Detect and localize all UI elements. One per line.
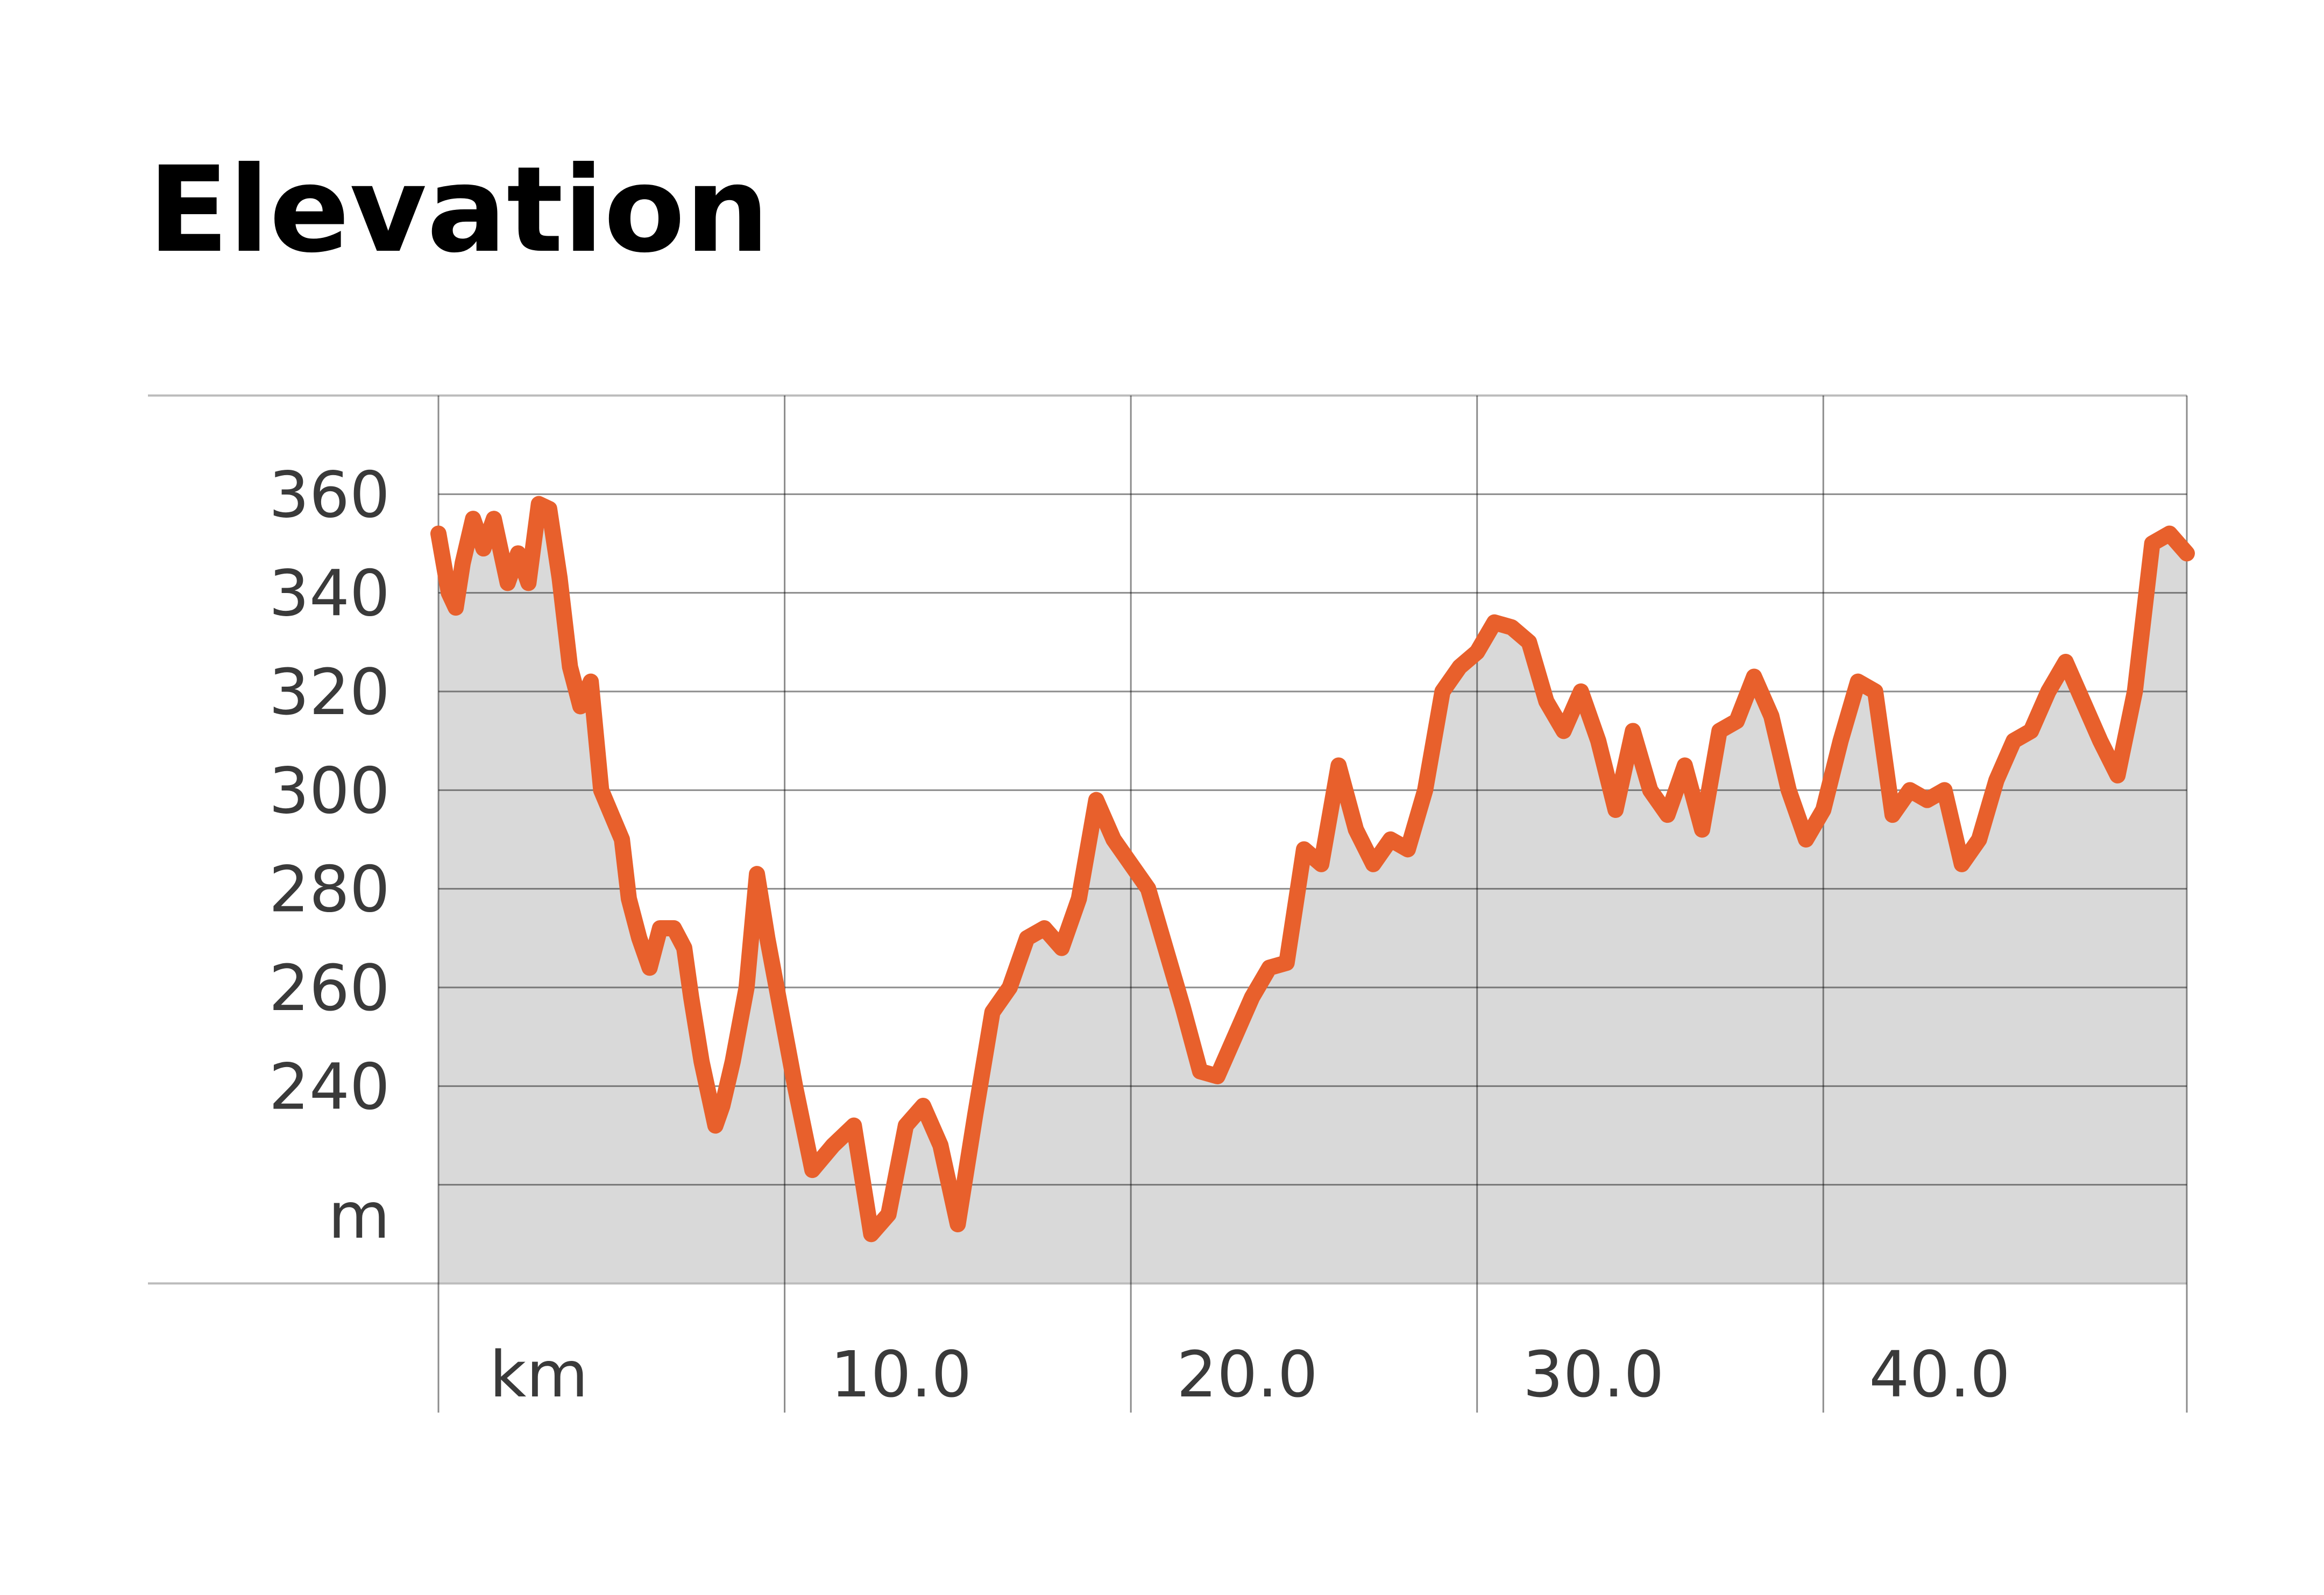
elevation-line [430,496,2195,1243]
y-tick-label: 240 [269,1049,390,1124]
elevation-area-layer [438,504,2187,1283]
x-tick-label: 40.0 [1869,1337,2010,1411]
x-tick-label: 10.0 [831,1337,972,1411]
y-tick-label: 340 [269,556,390,631]
y-tick-label: 260 [269,951,390,1025]
y-tick-label: 280 [269,852,390,927]
y-unit-label: m [328,1178,390,1253]
chart-title: Elevation [148,141,770,279]
axis-labels: m km 360 340 320 300 280 260 240 10.0 20.0 30.0 40… [269,457,2010,1411]
x-tick-label: 20.0 [1177,1337,1318,1411]
y-tick-label: 300 [269,753,390,828]
x-unit-label: km [490,1337,588,1411]
elevation-line-layer [430,496,2195,1243]
y-tick-label: 360 [269,457,390,532]
y-tick-label: 320 [269,655,390,729]
x-tick-label: 30.0 [1523,1337,1664,1411]
elevation-area [438,504,2187,1283]
